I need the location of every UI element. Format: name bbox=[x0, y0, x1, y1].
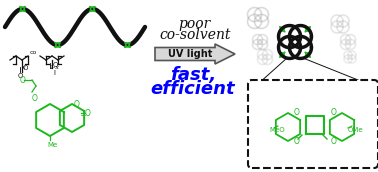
Text: MeO: MeO bbox=[269, 127, 285, 133]
Text: co-solvent: co-solvent bbox=[159, 28, 231, 42]
Text: O: O bbox=[331, 108, 337, 116]
FancyArrow shape bbox=[155, 44, 235, 64]
Text: efficient: efficient bbox=[151, 80, 235, 98]
Text: O: O bbox=[32, 94, 38, 103]
FancyBboxPatch shape bbox=[248, 80, 378, 168]
Text: O: O bbox=[85, 109, 91, 117]
Text: poor: poor bbox=[179, 17, 211, 31]
Text: O: O bbox=[53, 62, 58, 68]
Text: O: O bbox=[331, 137, 337, 146]
Text: O: O bbox=[294, 108, 300, 116]
Text: UV light: UV light bbox=[168, 49, 212, 59]
Text: O: O bbox=[74, 99, 80, 109]
Text: I: I bbox=[53, 70, 55, 76]
Text: co: co bbox=[30, 50, 37, 55]
Text: O: O bbox=[294, 137, 300, 146]
Text: O: O bbox=[18, 73, 23, 79]
Text: O: O bbox=[23, 65, 28, 71]
Text: OMe: OMe bbox=[348, 127, 364, 133]
Text: 1-x: 1-x bbox=[50, 65, 60, 70]
Text: O: O bbox=[20, 76, 26, 84]
Text: fast,: fast, bbox=[170, 66, 216, 84]
Text: x: x bbox=[21, 65, 25, 70]
Text: Me: Me bbox=[47, 142, 57, 148]
